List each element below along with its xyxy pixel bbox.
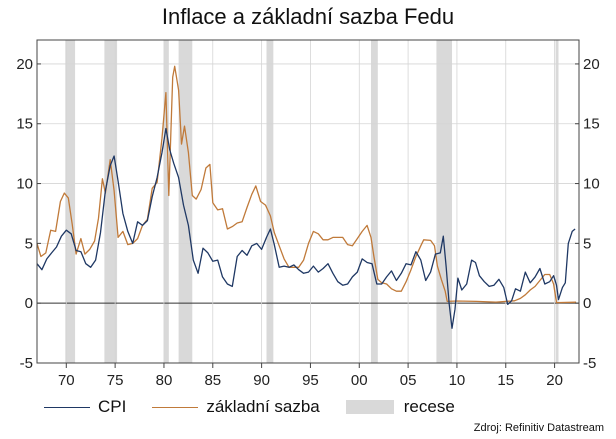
y-tick-label-right: 0 bbox=[583, 295, 591, 312]
y-tick-label-right: 5 bbox=[583, 235, 591, 252]
recession-band-4 bbox=[266, 40, 274, 363]
grid-lines bbox=[37, 40, 579, 364]
series-lines bbox=[36, 65, 577, 329]
legend-item-rate: základní sazba bbox=[152, 397, 320, 417]
recession-band-6 bbox=[436, 40, 453, 363]
x-tick-label: 10 bbox=[449, 372, 466, 389]
legend-swatch-cpi bbox=[44, 406, 90, 408]
recession-band-2 bbox=[163, 40, 169, 363]
x-tick-label: 75 bbox=[107, 372, 124, 389]
x-tick-label: 00 bbox=[351, 372, 368, 389]
legend: CPI základní sazba recese bbox=[44, 397, 481, 417]
x-tick-label: 90 bbox=[253, 372, 270, 389]
legend-item-recession: recese bbox=[345, 397, 455, 417]
legend-item-cpi: CPI bbox=[44, 397, 126, 417]
y-tick-label-right: 10 bbox=[583, 176, 600, 193]
legend-swatch-recession bbox=[345, 400, 394, 414]
source-note: Zdroj: Refinitiv Datastream bbox=[473, 422, 604, 434]
x-tick-label: 15 bbox=[497, 372, 514, 389]
x-tick-label: 95 bbox=[302, 372, 319, 389]
x-tick-label: 20 bbox=[546, 372, 563, 389]
series-line-cpi bbox=[36, 127, 576, 329]
recession-bands bbox=[65, 40, 559, 363]
chart-title: Inflace a základní sazba Fedu bbox=[161, 4, 455, 29]
series-line-rate bbox=[36, 65, 577, 304]
legend-label-cpi: CPI bbox=[98, 397, 127, 416]
y-tick-label-left: 5 bbox=[25, 235, 33, 252]
y-tick-label-left: 0 bbox=[25, 295, 33, 312]
legend-label-recession: recese bbox=[403, 397, 455, 416]
x-tick-label: 80 bbox=[156, 372, 173, 389]
recession-band-3 bbox=[178, 40, 193, 363]
recession-band-7 bbox=[555, 40, 559, 363]
x-tick-label: 70 bbox=[58, 372, 75, 389]
y-tick-label-left: 20 bbox=[16, 56, 33, 73]
plot-frame bbox=[36, 39, 580, 364]
y-tick-label-left: -5 bbox=[20, 355, 33, 372]
y-tick-label-right: 15 bbox=[583, 116, 600, 133]
y-tick-label-left: 10 bbox=[16, 176, 33, 193]
legend-label-rate: základní sazba bbox=[206, 397, 320, 416]
y-tick-label-right: -5 bbox=[583, 355, 596, 372]
x-tick-label: 85 bbox=[204, 372, 221, 389]
recession-band-5 bbox=[370, 40, 378, 363]
x-tick-label: 05 bbox=[400, 372, 417, 389]
recession-band-1 bbox=[104, 40, 118, 363]
recession-band-0 bbox=[65, 40, 76, 363]
legend-swatch-rate bbox=[152, 406, 199, 408]
y-tick-label-right: 20 bbox=[583, 56, 600, 73]
y-tick-label-left: 15 bbox=[16, 116, 33, 133]
